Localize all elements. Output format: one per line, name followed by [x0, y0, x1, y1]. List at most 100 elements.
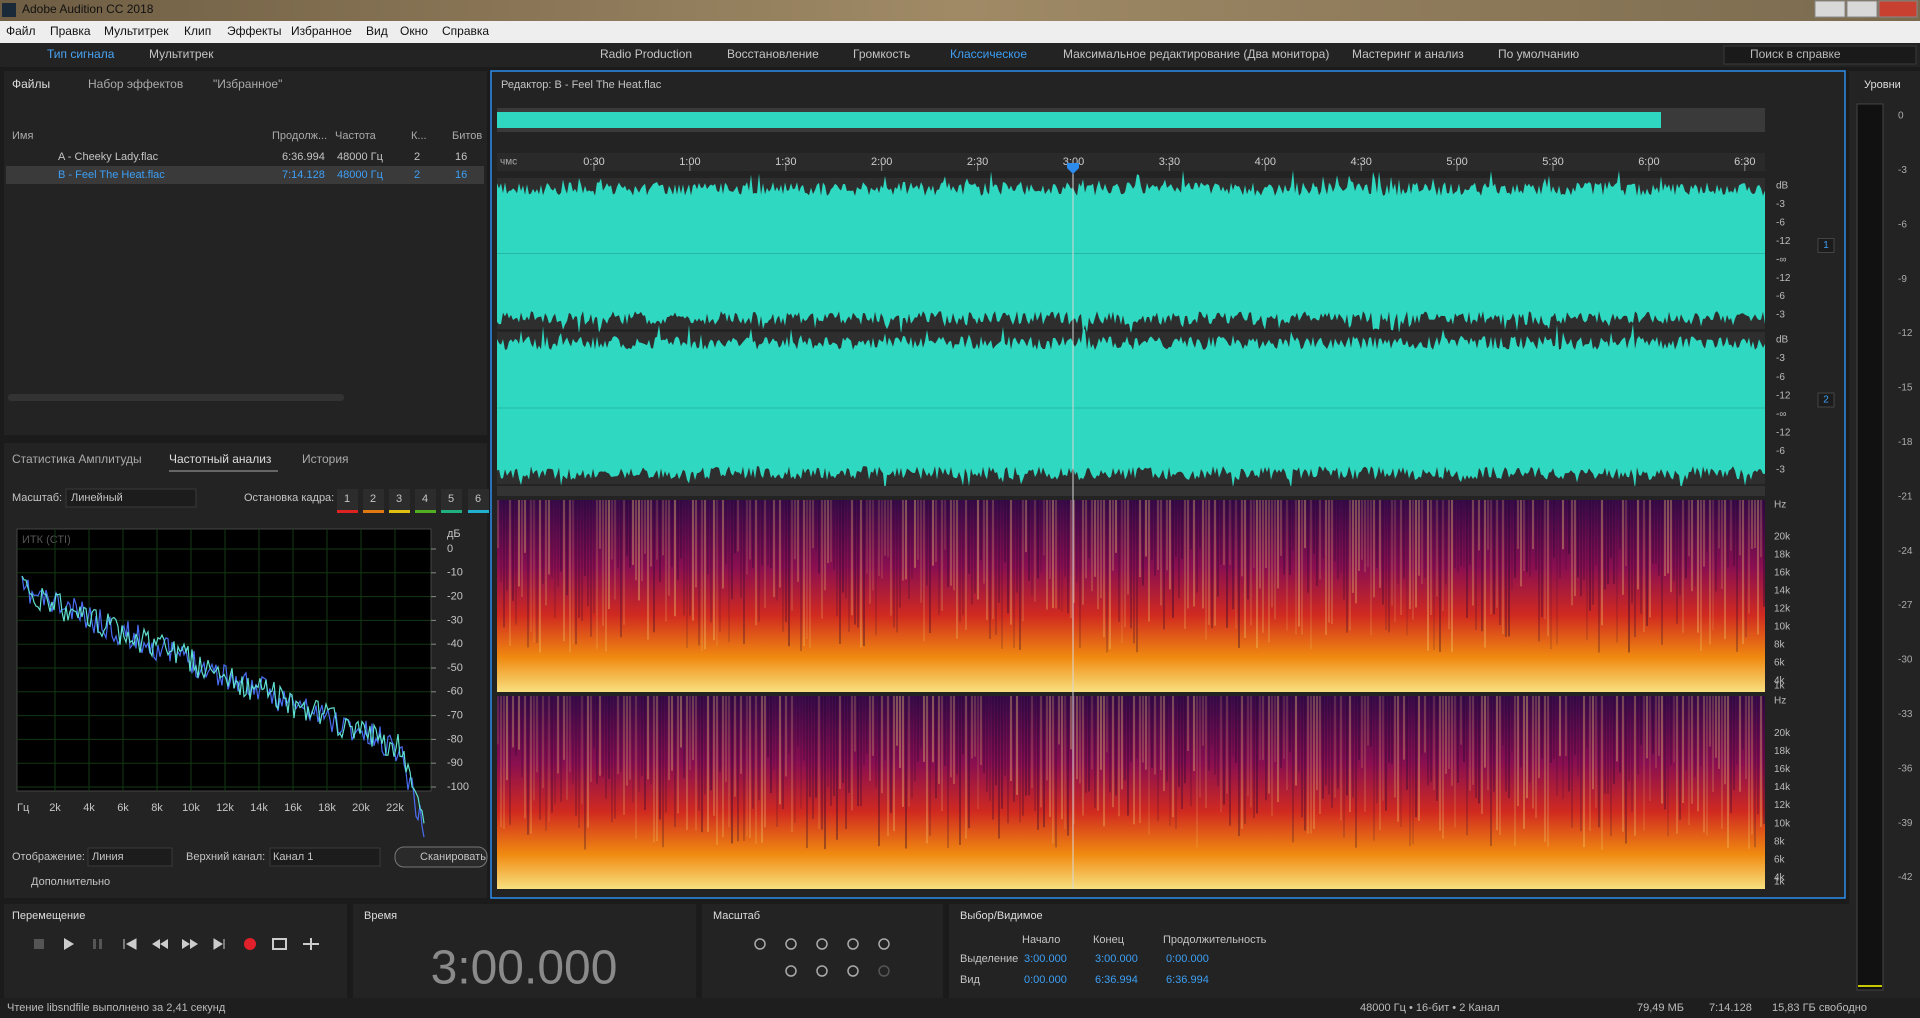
field-label: Остановка кадра:	[244, 492, 334, 504]
panel-tab[interactable]: Файлы	[12, 77, 50, 91]
stop-button[interactable]	[34, 939, 44, 949]
freeze-slot-label[interactable]: 6	[475, 493, 481, 505]
freeze-slot-label[interactable]: 3	[396, 493, 402, 505]
expander[interactable]: Дополнительно	[31, 876, 110, 888]
level-label: -36	[1898, 763, 1913, 774]
play-button[interactable]	[64, 938, 74, 950]
column-header[interactable]: Имя	[12, 130, 33, 142]
x-tick-label: 14k	[250, 802, 268, 814]
level-meter	[1856, 103, 1884, 991]
mode-button[interactable]: Мультитрек	[149, 47, 214, 61]
menu-item[interactable]: Окно	[400, 24, 428, 38]
time-display: 3:00.000	[431, 942, 618, 995]
channel-label[interactable]: 2	[1823, 395, 1829, 406]
column-header[interactable]: К...	[411, 130, 427, 142]
panel-tab[interactable]: Набор эффектов	[88, 77, 183, 91]
level-label: -15	[1898, 383, 1913, 394]
panel-tab[interactable]: История	[302, 452, 349, 466]
file-cell: 2	[414, 169, 420, 181]
freeze-slot-color	[468, 510, 489, 513]
level-label: -24	[1898, 546, 1913, 557]
display-dropdown[interactable]	[87, 847, 173, 867]
channel-label[interactable]: 1	[1823, 240, 1829, 251]
time-field[interactable]: 6:36.994	[1095, 974, 1138, 986]
to-end-button[interactable]	[213, 938, 225, 950]
x-tick-label: 18k	[318, 802, 336, 814]
workspace-tab[interactable]: Мастеринг и анализ	[1352, 47, 1464, 61]
playhead-handle[interactable]	[1067, 163, 1079, 174]
menu-item[interactable]: Мультитрек	[104, 24, 169, 38]
freeze-slot[interactable]	[389, 489, 410, 511]
record-button[interactable]	[244, 938, 256, 950]
y-unit: дБ	[447, 528, 461, 540]
loop-button[interactable]	[272, 938, 287, 950]
rewind-button[interactable]	[152, 939, 168, 949]
channel-toggle[interactable]	[1817, 238, 1835, 253]
column-header[interactable]: Продолж...	[272, 130, 327, 142]
level-label: -9	[1898, 274, 1907, 285]
menu-item[interactable]: Избранное	[291, 24, 352, 38]
panel-tab[interactable]: "Избранное"	[213, 77, 282, 91]
db-label: -3	[1776, 465, 1785, 476]
column-header: Конец	[1093, 934, 1125, 946]
freeze-slot-label[interactable]: 5	[448, 493, 454, 505]
column-header[interactable]: Частота	[335, 130, 377, 142]
time-field[interactable]: 3:00.000	[1024, 953, 1067, 965]
channel-toggle[interactable]	[1817, 392, 1835, 408]
workspace-tab[interactable]: Максимальное редактирование (Два монитор…	[1063, 47, 1329, 61]
time-field[interactable]: 3:00.000	[1095, 953, 1138, 965]
level-label: -3	[1898, 165, 1907, 176]
maximize-button[interactable]	[1846, 0, 1878, 18]
close-button[interactable]	[1878, 0, 1918, 18]
file-row-selected[interactable]	[6, 166, 484, 184]
pause-button[interactable]	[93, 939, 96, 949]
search-box[interactable]	[1723, 45, 1917, 65]
freeze-slot-color	[337, 510, 358, 513]
menu-item[interactable]: Справка	[442, 24, 489, 38]
column-header[interactable]: Битов	[452, 130, 482, 142]
y-tick-label: -20	[447, 591, 463, 603]
row-label: Вид	[960, 974, 980, 986]
time-ruler[interactable]	[497, 153, 1765, 171]
hz-label: 4k	[1774, 676, 1786, 687]
forward-button[interactable]	[182, 939, 198, 949]
menu-item[interactable]: Файл	[6, 24, 36, 38]
time-field[interactable]: 6:36.994	[1166, 974, 1209, 986]
scale-dropdown[interactable]	[65, 488, 197, 508]
freeze-slot-label[interactable]: 4	[422, 493, 428, 505]
freeze-slot[interactable]	[337, 489, 358, 511]
skip-button[interactable]	[303, 938, 319, 950]
menu-item[interactable]: Правка	[50, 24, 91, 38]
workspace-tab[interactable]: По умолчанию	[1498, 47, 1579, 61]
workspace-tab[interactable]: Громкость	[853, 47, 910, 61]
minimize-button[interactable]	[1814, 0, 1846, 18]
zoom-buttons[interactable]	[754, 938, 890, 977]
time-field[interactable]: 0:00.000	[1024, 974, 1067, 986]
workspace-tab[interactable]: Классическое	[950, 47, 1027, 61]
channel-dropdown[interactable]	[269, 847, 381, 867]
menu-item[interactable]: Клип	[184, 24, 211, 38]
to-start-button[interactable]	[123, 938, 137, 950]
workspace-tab[interactable]: Восстановление	[727, 47, 819, 61]
panel-tab[interactable]: Статистика Амплитуды	[12, 452, 142, 466]
time-field[interactable]: 0:00.000	[1166, 953, 1209, 965]
freeze-slot[interactable]	[468, 489, 489, 511]
file-row[interactable]	[6, 146, 484, 166]
button-label[interactable]: Сканировать	[420, 851, 486, 863]
freeze-slot[interactable]	[363, 489, 384, 511]
x-tick-label: 12k	[216, 802, 234, 814]
mode-button[interactable]: Тип сигнала	[47, 47, 115, 61]
file-cell: 7:14.128	[282, 169, 325, 181]
menu-item[interactable]: Эффекты	[227, 24, 282, 38]
hz-label: 6k	[1774, 855, 1786, 866]
workspace-tab[interactable]: Radio Production	[600, 47, 692, 61]
freeze-slot-label[interactable]: 2	[370, 493, 376, 505]
hz-label: 16k	[1774, 568, 1791, 579]
panel-tab[interactable]: Частотный анализ	[169, 452, 272, 466]
freeze-slot[interactable]	[415, 489, 436, 511]
scrollbar[interactable]	[8, 394, 344, 401]
freeze-slot[interactable]	[441, 489, 462, 511]
scan-button[interactable]	[394, 846, 488, 868]
menu-item[interactable]: Вид	[366, 24, 388, 38]
freeze-slot-label[interactable]: 1	[344, 493, 350, 505]
